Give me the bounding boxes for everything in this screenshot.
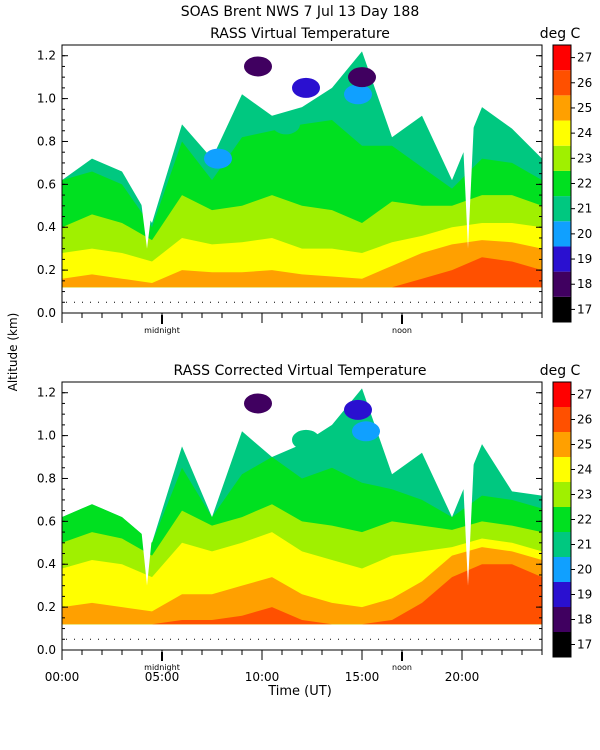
colorbar-label: 20 — [577, 227, 592, 241]
cool-patch-20 — [344, 84, 372, 105]
y-tick-label: 1.2 — [37, 49, 56, 63]
temperature-field — [62, 51, 542, 288]
x-tick-label: 20:00 — [445, 670, 480, 684]
colorbar-label: 26 — [577, 76, 592, 90]
y-tick-label: 1.0 — [37, 92, 56, 106]
data-gap — [140, 517, 154, 586]
colorbar-swatch — [553, 457, 571, 482]
panel-virtual-temperature: RASS Virtual Temperature deg C 0.0 0.2 0.4… — [37, 26, 592, 335]
colorbar-swatch — [553, 196, 571, 222]
cool-patch-20 — [352, 421, 380, 442]
colorbar-label: 17 — [577, 302, 592, 316]
colorbar-swatch — [553, 221, 571, 247]
y-axis-label: Altitude (km) — [6, 313, 20, 392]
colorbar-label: 27 — [577, 51, 592, 65]
colorbar-swatch — [553, 482, 571, 507]
cool-patch-18 — [244, 393, 272, 414]
colorbar-swatch — [553, 532, 571, 557]
y-tick-label: 0.6 — [37, 514, 56, 528]
colorbar-label: 18 — [577, 613, 592, 627]
panel-corrected-virtual-temperature: RASS Corrected Virtual Temperature deg C… — [37, 363, 592, 684]
colorbar-label: 19 — [577, 252, 592, 266]
cool-patch-20 — [204, 148, 232, 169]
cool-patch-18 — [348, 67, 376, 88]
colorbar-label: 23 — [577, 488, 592, 502]
marker-label: midnight — [144, 326, 180, 335]
cool-patch-21 — [272, 114, 300, 135]
x-tick-label: 00:00 — [45, 670, 80, 684]
colorbar-label: 25 — [577, 438, 592, 452]
colorbar-swatch — [553, 95, 571, 121]
colorbar-label: 26 — [577, 413, 592, 427]
colorbar-swatch — [553, 246, 571, 272]
contour-band-26 — [62, 564, 542, 625]
y-tick-label: 0.6 — [37, 177, 56, 191]
contour-band-25 — [62, 240, 542, 288]
colorbar-swatch — [553, 407, 571, 432]
colorbar-label: 17 — [577, 638, 592, 652]
y-tick-label: 0.8 — [37, 471, 56, 485]
temperature-field — [62, 388, 542, 625]
colorbar-swatch — [553, 145, 571, 171]
y-tick-label: 0.2 — [37, 600, 56, 614]
y-tick-label: 0.0 — [37, 306, 56, 320]
data-gap — [140, 192, 154, 249]
chart-title: RASS Virtual Temperature — [210, 26, 390, 42]
colorbar-unit: deg C — [540, 26, 581, 42]
cool-patch-19 — [344, 399, 372, 420]
colorbar-swatch — [553, 120, 571, 146]
x-tick-label: 05:00 — [145, 670, 180, 684]
colorbar-swatch — [553, 557, 571, 582]
colorbar-label: 21 — [577, 538, 592, 552]
colorbar-label: 19 — [577, 588, 592, 602]
colorbar-label: 21 — [577, 202, 592, 216]
y-tick-label: 1.2 — [37, 386, 56, 400]
colorbar-frame — [552, 381, 572, 658]
y-tick-label: 0.4 — [37, 557, 56, 571]
cool-patch-18 — [244, 56, 272, 77]
data-gap — [462, 119, 474, 249]
figure-title: SOAS Brent NWS 7 Jul 13 Day 188 — [181, 4, 420, 20]
colorbar-label: 25 — [577, 101, 592, 115]
y-tick-label: 0.0 — [37, 643, 56, 657]
colorbar-swatch — [553, 271, 571, 297]
y-tick-label: 0.4 — [37, 220, 56, 234]
marker-label: noon — [392, 663, 412, 672]
colorbar-label: 24 — [577, 126, 592, 140]
cool-patch-19 — [292, 77, 320, 98]
contour-band-26 — [62, 257, 542, 288]
cool-patch-21 — [292, 429, 320, 450]
colorbar-swatch — [553, 507, 571, 532]
colorbar-swatch — [553, 382, 571, 407]
colorbar-label: 22 — [577, 513, 592, 527]
colorbar-swatch — [553, 70, 571, 96]
data-gap — [462, 456, 474, 586]
colorbar-unit: deg C — [540, 363, 581, 379]
x-tick-label: 10:00 — [245, 670, 280, 684]
chart-title: RASS Corrected Virtual Temperature — [174, 363, 427, 379]
colorbar-swatch — [553, 582, 571, 607]
y-tick-label: 0.8 — [37, 134, 56, 148]
colorbar-swatch — [553, 45, 571, 71]
colorbar-frame — [552, 44, 572, 323]
colorbar-label: 27 — [577, 388, 592, 402]
colorbar-swatch — [553, 432, 571, 457]
colorbar-swatch — [553, 632, 571, 657]
colorbar-label: 18 — [577, 277, 592, 291]
colorbar-label: 24 — [577, 463, 592, 477]
colorbar-label: 20 — [577, 563, 592, 577]
colorbar-swatch — [553, 296, 571, 322]
x-tick-label: 15:00 — [345, 670, 380, 684]
y-tick-label: 0.2 — [37, 263, 56, 277]
colorbar-swatch — [553, 607, 571, 632]
colorbar-label: 22 — [577, 177, 592, 191]
marker-label: noon — [392, 326, 412, 335]
marker-label: midnight — [144, 663, 180, 672]
colorbar-label: 23 — [577, 151, 592, 165]
y-tick-label: 1.0 — [37, 429, 56, 443]
x-axis-label: Time (UT) — [267, 684, 332, 699]
colorbar-swatch — [553, 170, 571, 197]
